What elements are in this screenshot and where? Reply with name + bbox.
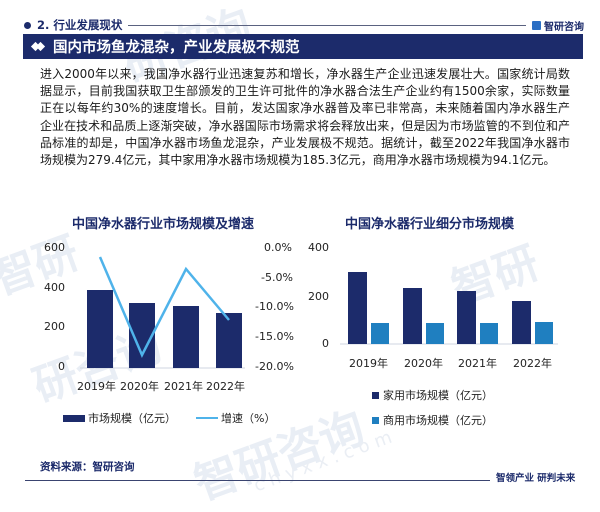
legend-label: 市场规模（亿元）	[88, 412, 176, 425]
x-tick: 2022年	[513, 357, 552, 370]
y-tick: 0	[322, 337, 329, 350]
watermark: chyxx.com	[250, 424, 401, 497]
y-tick: 600	[44, 241, 65, 254]
banner-title: 国内市场鱼龙混杂，产业发展极不规范	[53, 40, 300, 56]
legend-item: 市场规模（亿元）	[63, 410, 176, 426]
legend-home-swatch-icon	[372, 391, 379, 399]
diamond-icon	[31, 42, 45, 51]
bar-2021	[173, 306, 199, 368]
legend-item: 增速（%）	[196, 410, 275, 426]
x-tick: 2022年	[206, 380, 245, 393]
divider	[128, 24, 526, 26]
legend-commercial-swatch-icon	[372, 416, 379, 424]
y2-tick: -15.0%	[255, 330, 294, 343]
legend-item: 家用市场规模（亿元）	[372, 387, 493, 403]
legend-label: 增速（%）	[221, 412, 276, 425]
left-chart-plot	[80, 256, 245, 369]
logo-text: 智研咨询	[544, 21, 584, 33]
x-tick: 2019年	[349, 357, 388, 370]
footer-divider	[25, 480, 490, 481]
x-tick: 2020年	[120, 380, 159, 393]
y-tick: 200	[308, 290, 329, 303]
x-tick: 2020年	[404, 357, 443, 370]
legend-line-swatch-icon	[196, 417, 218, 419]
y-tick: 400	[44, 281, 65, 294]
bar-2022	[216, 313, 242, 368]
chart-title-left: 中国净水器行业市场规模及增速	[72, 217, 255, 232]
chart-title-right: 中国净水器行业细分市场规模	[345, 217, 515, 232]
y2-tick: -20.0%	[255, 360, 294, 373]
x-tick: 2021年	[164, 380, 203, 393]
y-tick: 200	[44, 320, 65, 333]
y2-tick: -5.0%	[261, 271, 293, 284]
bar-home-2019	[348, 272, 367, 344]
bar-commercial-2020	[426, 323, 444, 344]
bar-home-2022	[512, 301, 531, 344]
y-tick: 0	[58, 360, 65, 373]
bar-commercial-2019	[371, 323, 389, 344]
body-paragraph: 进入2000年以来，我国净水器行业迅速复苏和增长，净水器生产企业迅速发展壮大。国…	[40, 67, 570, 168]
x-tick: 2021年	[458, 357, 497, 370]
logo-icon	[532, 20, 541, 30]
source-note: 资料来源：智研咨询	[40, 461, 135, 473]
legend-label: 商用市场规模（亿元）	[383, 414, 493, 427]
y2-tick: -10.0%	[255, 300, 294, 313]
bar-2019	[87, 290, 113, 368]
legend-label: 家用市场规模（亿元）	[383, 389, 493, 402]
y2-tick: 0.0%	[264, 241, 292, 254]
brand-logo: 智研咨询	[532, 18, 584, 33]
footer-slogan: 智领产业 研判未来	[496, 473, 576, 484]
section-title: 2. 行业发展现状	[37, 18, 123, 32]
topic-banner: 国内市场鱼龙混杂，产业发展极不规范	[23, 34, 583, 59]
right-chart-plot	[340, 272, 558, 345]
legend-bar-swatch-icon	[63, 414, 85, 422]
bar-commercial-2021	[480, 323, 498, 344]
y-tick: 400	[308, 241, 329, 254]
bullet-dot-icon	[24, 21, 31, 29]
bar-home-2021	[457, 291, 476, 344]
legend-item: 商用市场规模（亿元）	[372, 412, 493, 428]
section-header: 2. 行业发展现状 智研咨询	[24, 16, 584, 34]
bar-home-2020	[403, 288, 422, 344]
growth-line	[98, 256, 230, 358]
x-tick: 2019年	[77, 380, 116, 393]
bar-commercial-2022	[535, 322, 553, 344]
